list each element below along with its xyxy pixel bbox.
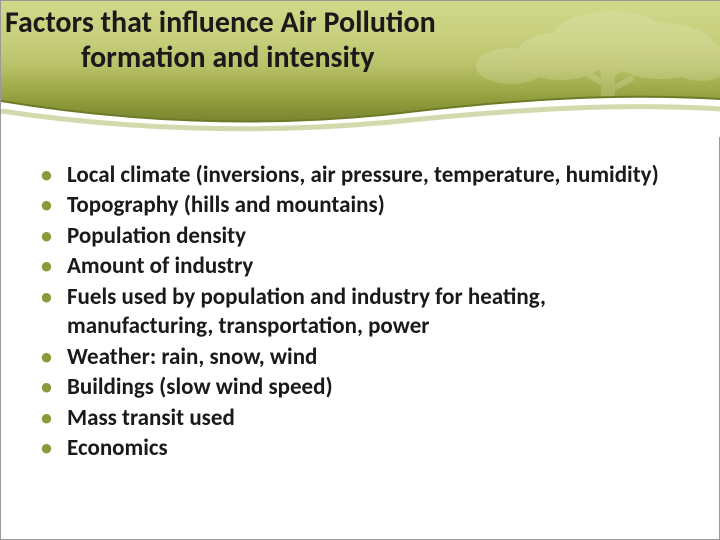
title-line-2: formation and intensity — [5, 40, 685, 75]
list-item: Amount of industry — [35, 252, 695, 281]
title-line-1: Factors that influence Air Pollution — [5, 4, 436, 41]
bullet-text: Local climate (inversions, air pressure,… — [67, 161, 659, 189]
header-curve-icon — [1, 89, 720, 137]
bullet-text: Amount of industry — [67, 252, 253, 280]
list-item: Buildings (slow wind speed) — [35, 373, 695, 402]
list-item: Topography (hills and mountains) — [35, 191, 695, 220]
bullet-text: Economics — [67, 434, 168, 462]
slide-title: Factors that influence Air Pollution for… — [5, 5, 685, 76]
body-area: Local climate (inversions, air pressure,… — [35, 161, 695, 464]
bullet-text: Weather: rain, snow, wind — [67, 343, 317, 371]
list-item: Fuels used by population and industry fo… — [35, 283, 695, 342]
slide: Factors that influence Air Pollution for… — [0, 0, 720, 540]
bullet-text: Fuels used by population and industry fo… — [67, 283, 546, 340]
bullet-text: Mass transit used — [67, 404, 235, 432]
list-item: Weather: rain, snow, wind — [35, 343, 695, 372]
list-item: Population density — [35, 222, 695, 251]
bullet-text: Buildings (slow wind speed) — [67, 373, 333, 401]
list-item: Mass transit used — [35, 404, 695, 433]
list-item: Economics — [35, 434, 695, 463]
bullet-text: Population density — [67, 222, 246, 250]
list-item: Local climate (inversions, air pressure,… — [35, 161, 695, 190]
bullet-list: Local climate (inversions, air pressure,… — [35, 161, 695, 463]
bullet-text: Topography (hills and mountains) — [67, 191, 385, 219]
